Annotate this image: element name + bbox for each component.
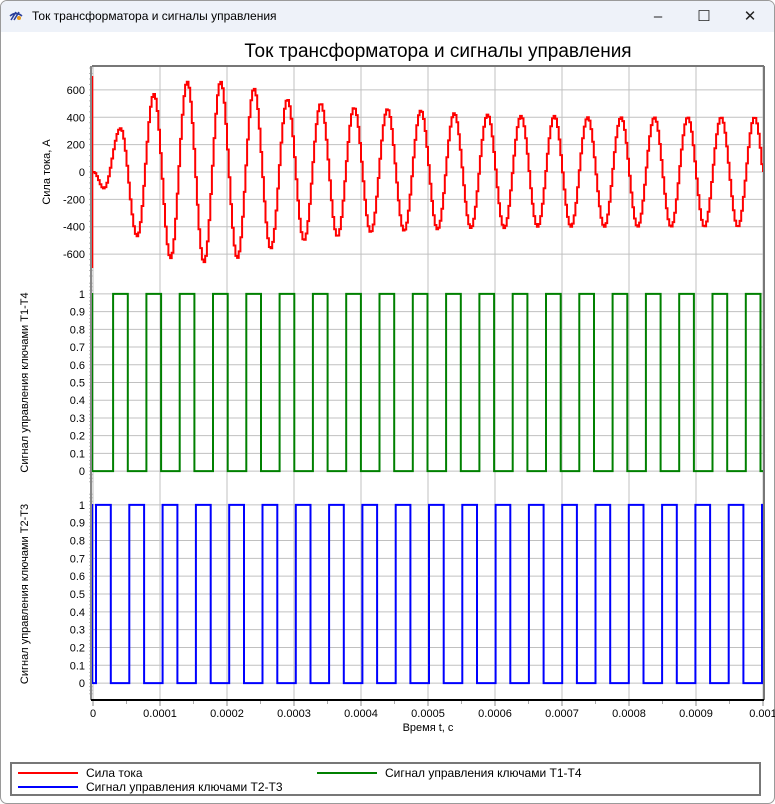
x-axis-title: Время t, с	[403, 722, 454, 734]
chart: Ток трансформатора и сигналы управления 0…	[19, 41, 775, 734]
series-line-0	[93, 80, 764, 264]
y-tick-label: 0.9	[70, 518, 85, 530]
y-tick-label: 0.5	[70, 589, 85, 601]
y-tick-label: 0.6	[70, 360, 85, 372]
close-button[interactable]: ✕	[743, 8, 757, 25]
y-tick-label: 0.4	[70, 607, 85, 619]
legend-entry-current: Сила тока	[18, 766, 143, 780]
y-tick-label: 0.8	[70, 324, 85, 336]
x-tick-label: 0.0005	[411, 708, 445, 720]
title-bar: Ток трансформатора и сигналы управления …	[1, 1, 774, 32]
y-tick-label: 0.7	[70, 342, 85, 354]
y-tick-label: 0	[79, 678, 85, 690]
y-tick-label: 0.2	[70, 431, 85, 443]
y-tick-label: 0.1	[70, 660, 85, 672]
legend-swatch-blue	[18, 786, 78, 788]
legend-swatch-green	[317, 772, 377, 774]
legend-entry-t2t3: Сигнал управления ключами Т2-Т3	[18, 780, 283, 794]
x-tick-label: 0.001	[749, 708, 775, 720]
legend-label: Сигнал управления ключами Т2-Т3	[86, 780, 283, 794]
x-tick-label: 0.0004	[344, 708, 378, 720]
app-icon	[9, 11, 23, 21]
x-tick-label: 0.0006	[478, 708, 512, 720]
x-tick-label: 0.0003	[277, 708, 311, 720]
series-line-2	[93, 503, 763, 685]
x-tick-label: 0.0009	[679, 708, 713, 720]
y-tick-label: 200	[67, 140, 85, 152]
y-tick-label: 0.8	[70, 536, 85, 548]
y-tick-label: 0.7	[70, 553, 85, 565]
legend-swatch-red	[18, 772, 78, 774]
x-tick-label: 0.0007	[545, 708, 579, 720]
x-tick-label: 0	[90, 708, 96, 720]
series-line-1	[93, 292, 763, 473]
y-tick-label: 600	[67, 85, 85, 97]
y-tick-label: 0.3	[70, 413, 85, 425]
y-tick-label: 0.9	[70, 307, 85, 319]
y-tick-label: -200	[63, 194, 85, 206]
chart-title: Ток трансформатора и сигналы управления	[244, 41, 631, 62]
y-tick-label: 0.5	[70, 378, 85, 390]
y-axis-title: Сила тока, А	[41, 139, 53, 205]
x-tick-label: 0.0002	[210, 708, 244, 720]
y-tick-label: 0	[79, 466, 85, 478]
y-tick-label: 0.4	[70, 395, 85, 407]
y-tick-label: 1	[79, 289, 85, 301]
y-tick-label: 0.6	[70, 571, 85, 583]
x-tick-label: 0.0008	[612, 708, 646, 720]
legend: Сила тока Сигнал управления ключами Т1-Т…	[10, 762, 761, 796]
legend-label: Сигнал управления ключами Т1-Т4	[385, 766, 582, 780]
legend-label: Сила тока	[86, 766, 143, 780]
y-tick-label: 0.3	[70, 625, 85, 637]
y-tick-label: -400	[63, 222, 85, 234]
y-tick-label: 400	[67, 112, 85, 124]
legend-entry-t1t4: Сигнал управления ключами Т1-Т4	[317, 766, 582, 780]
y-tick-label: 1	[79, 500, 85, 512]
maximize-button[interactable]: ☐	[697, 8, 711, 25]
y-tick-label: 0	[79, 167, 85, 179]
minimize-button[interactable]: –	[653, 8, 663, 25]
window-title: Ток трансформатора и сигналы управления	[32, 9, 277, 23]
x-tick-label: 0.0001	[143, 708, 177, 720]
y-tick-label: 0.2	[70, 642, 85, 654]
y-axis-title: Сигнал управления ключами Т1-Т4	[19, 292, 31, 472]
y-tick-label: -600	[63, 249, 85, 261]
y-tick-label: 0.1	[70, 448, 85, 460]
y-axis-title: Сигнал управления ключами Т2-Т3	[19, 504, 31, 684]
